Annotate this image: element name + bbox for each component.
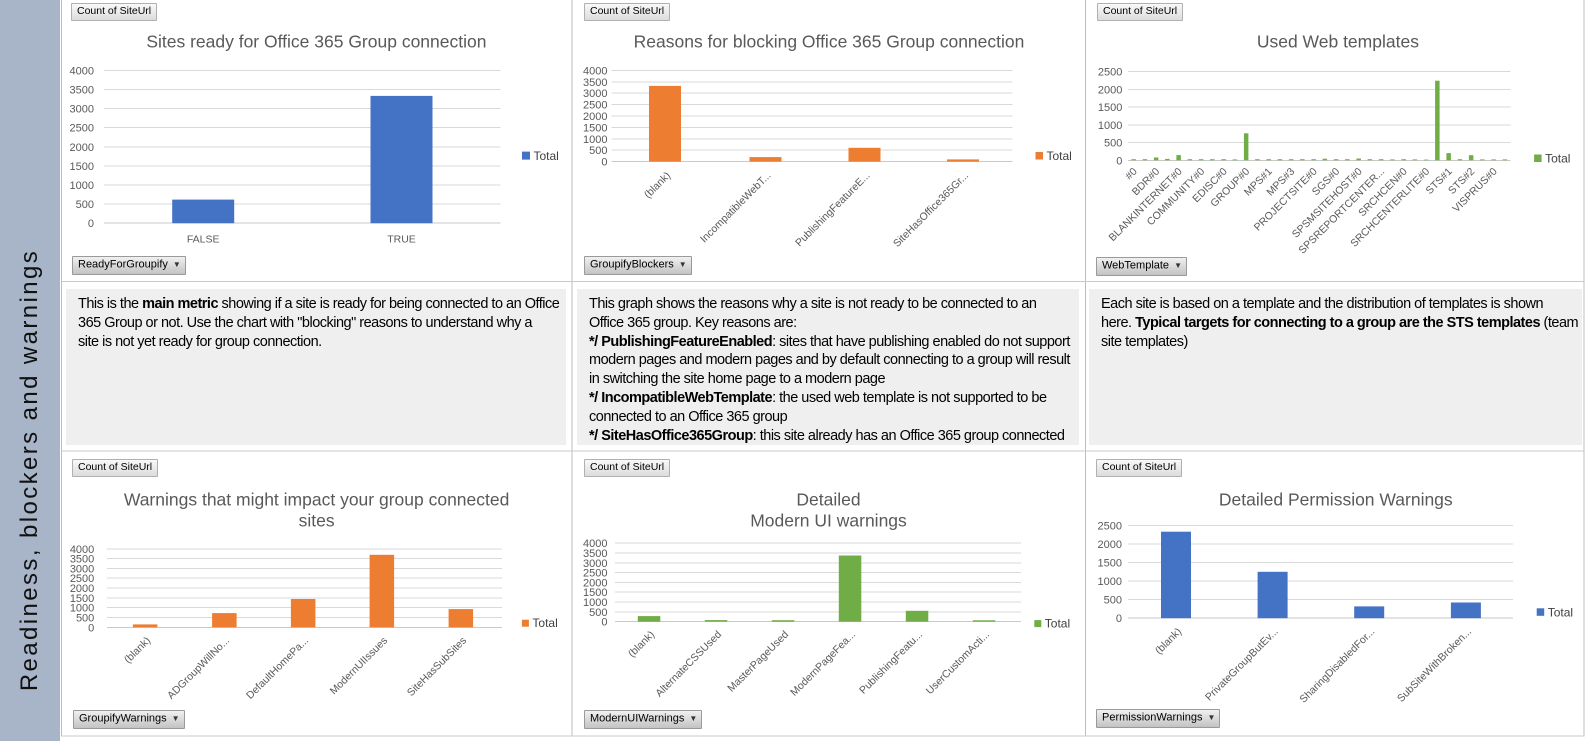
svg-text:UserCustomActi...: UserCustomActi... — [924, 629, 992, 697]
svg-text:4000: 4000 — [70, 65, 94, 77]
svg-text:1500: 1500 — [583, 587, 607, 599]
svg-text:1000: 1000 — [70, 603, 94, 615]
svg-text:2000: 2000 — [583, 111, 607, 123]
svg-text:PublishingFeatureE...: PublishingFeatureE... — [793, 170, 872, 249]
svg-text:3000: 3000 — [70, 563, 94, 575]
svg-text:Total: Total — [534, 149, 559, 163]
svg-text:3500: 3500 — [70, 85, 94, 97]
svg-text:1000: 1000 — [1098, 120, 1122, 132]
svg-text:0: 0 — [88, 218, 94, 230]
svg-text:AlternateCSSUsed: AlternateCSSUsed — [653, 629, 724, 700]
svg-text:MasterPageUsed: MasterPageUsed — [725, 629, 791, 695]
svg-text:(blank): (blank) — [122, 635, 153, 666]
svg-text:2000: 2000 — [70, 142, 94, 154]
svg-text:500: 500 — [589, 607, 607, 619]
svg-text:2500: 2500 — [70, 573, 94, 585]
svg-text:(blank): (blank) — [626, 629, 657, 660]
svg-text:500: 500 — [1104, 138, 1122, 150]
svg-text:4000: 4000 — [583, 65, 607, 77]
svg-text:0: 0 — [601, 617, 607, 629]
svg-text:3000: 3000 — [583, 558, 607, 570]
svg-text:FALSE: FALSE — [187, 234, 220, 246]
svg-text:1500: 1500 — [583, 122, 607, 134]
svg-text:ModernPageFea...: ModernPageFea... — [788, 629, 858, 699]
svg-text:Modern UI warnings: Modern UI warnings — [750, 511, 907, 531]
svg-text:2000: 2000 — [70, 583, 94, 595]
svg-text:2500: 2500 — [1098, 520, 1122, 532]
svg-text:1000: 1000 — [583, 597, 607, 609]
svg-text:2500: 2500 — [1098, 67, 1122, 79]
svg-text:Total: Total — [1548, 605, 1573, 619]
svg-text:2500: 2500 — [70, 123, 94, 135]
svg-text:SiteHasOffice365Gr...: SiteHasOffice365Gr... — [891, 170, 971, 250]
svg-text:(blank): (blank) — [1153, 626, 1184, 657]
svg-text:3500: 3500 — [583, 77, 607, 89]
svg-text:SharingDisabledFor...: SharingDisabledFor... — [1297, 626, 1377, 706]
svg-text:Total: Total — [1045, 617, 1070, 631]
svg-text:1000: 1000 — [583, 134, 607, 146]
svg-text:1500: 1500 — [1098, 102, 1122, 114]
svg-text:1000: 1000 — [1098, 576, 1122, 588]
svg-text:SiteHasSubSites: SiteHasSubSites — [405, 635, 469, 699]
svg-text:2000: 2000 — [1098, 84, 1122, 96]
svg-text:1500: 1500 — [70, 593, 94, 605]
svg-text:Total: Total — [532, 616, 557, 630]
svg-text:4000: 4000 — [583, 538, 607, 550]
svg-text:(blank): (blank) — [642, 170, 673, 201]
svg-text:TRUE: TRUE — [387, 234, 416, 246]
svg-text:2000: 2000 — [1098, 539, 1122, 551]
svg-text:500: 500 — [589, 145, 607, 157]
svg-text:ModernUIIssues: ModernUIIssues — [328, 635, 391, 698]
svg-text:1500: 1500 — [1098, 558, 1122, 570]
svg-text:3500: 3500 — [583, 548, 607, 560]
svg-text:0: 0 — [1116, 155, 1122, 167]
svg-text:2500: 2500 — [583, 100, 607, 112]
svg-text:SubSiteWithBroken...: SubSiteWithBroken... — [1395, 626, 1474, 705]
svg-text:Sites ready for Office 365 Gro: Sites ready for Office 365 Group connect… — [146, 32, 486, 52]
svg-text:DefaultHomePa...: DefaultHomePa... — [244, 635, 311, 702]
svg-text:PublishingFeatu...: PublishingFeatu... — [857, 629, 925, 697]
svg-text:4000: 4000 — [70, 544, 94, 556]
svg-text:2500: 2500 — [583, 568, 607, 580]
svg-text:sites: sites — [299, 511, 335, 531]
svg-text:0: 0 — [601, 157, 607, 169]
svg-text:2000: 2000 — [583, 577, 607, 589]
svg-text:1500: 1500 — [70, 161, 94, 173]
svg-text:Total: Total — [1545, 152, 1570, 166]
svg-text:3000: 3000 — [583, 88, 607, 100]
svg-text:Detailed: Detailed — [796, 490, 860, 510]
svg-text:1000: 1000 — [70, 180, 94, 192]
svg-text:ADGroupWillNo...: ADGroupWillNo... — [165, 635, 232, 702]
svg-text:#0: #0 — [1123, 166, 1140, 183]
svg-text:0: 0 — [1116, 613, 1122, 625]
svg-text:Warnings that might impact you: Warnings that might impact your group co… — [124, 490, 510, 510]
svg-text:PrivateGroupButEv...: PrivateGroupButEv... — [1203, 626, 1281, 704]
svg-text:Reasons for blocking Office 36: Reasons for blocking Office 365 Group co… — [634, 32, 1025, 52]
svg-text:500: 500 — [76, 613, 94, 625]
svg-text:3000: 3000 — [70, 104, 94, 116]
svg-text:3500: 3500 — [70, 554, 94, 566]
svg-text:Used Web templates: Used Web templates — [1257, 32, 1419, 52]
svg-text:0: 0 — [88, 622, 94, 634]
svg-text:500: 500 — [76, 199, 94, 211]
svg-text:IncompatibleWebT...: IncompatibleWebT... — [698, 170, 774, 246]
svg-text:500: 500 — [1104, 595, 1122, 607]
svg-text:Detailed Permission Warnings: Detailed Permission Warnings — [1219, 490, 1453, 510]
svg-text:Total: Total — [1047, 149, 1072, 163]
